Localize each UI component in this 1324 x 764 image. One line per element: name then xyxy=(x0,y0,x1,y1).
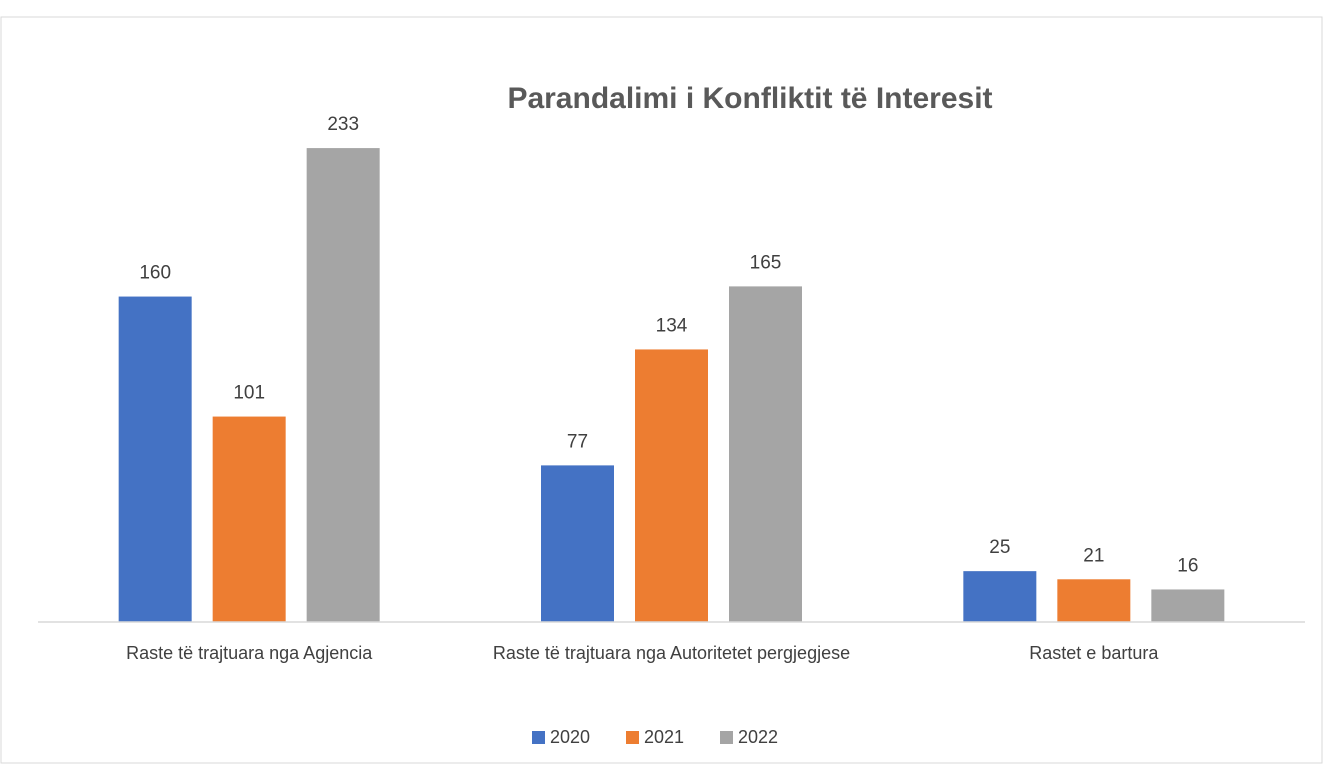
legend-label: 2020 xyxy=(550,727,590,747)
bar xyxy=(963,571,1037,622)
data-label: 160 xyxy=(139,263,171,284)
bar xyxy=(729,286,802,622)
data-label: 16 xyxy=(1177,555,1198,576)
data-label: 101 xyxy=(233,383,265,404)
legend-label: 2021 xyxy=(644,727,684,747)
data-label: 165 xyxy=(750,252,782,273)
x-tick-label: Raste të trajtuara nga Agjencia xyxy=(126,643,373,663)
bar xyxy=(541,465,614,622)
bar xyxy=(306,148,380,622)
legend-label: 2022 xyxy=(738,727,778,747)
bar xyxy=(635,349,708,622)
bar xyxy=(212,416,286,622)
legend-swatch xyxy=(720,731,733,744)
x-tick-label: Rastet e bartura xyxy=(1029,643,1159,663)
chart-title: Parandalimi i Konfliktit të Interesit xyxy=(507,82,992,115)
data-label: 134 xyxy=(656,315,688,336)
x-tick-label: Raste të trajtuara nga Autoritetet pergj… xyxy=(492,643,851,663)
legend-swatch xyxy=(626,731,639,744)
data-label: 77 xyxy=(567,431,588,452)
bar xyxy=(1057,579,1131,622)
data-label: 21 xyxy=(1083,545,1104,566)
data-label: 233 xyxy=(327,114,359,135)
bar xyxy=(118,296,192,622)
legend-swatch xyxy=(532,731,545,744)
bar xyxy=(1151,589,1225,622)
data-label: 25 xyxy=(989,537,1010,558)
